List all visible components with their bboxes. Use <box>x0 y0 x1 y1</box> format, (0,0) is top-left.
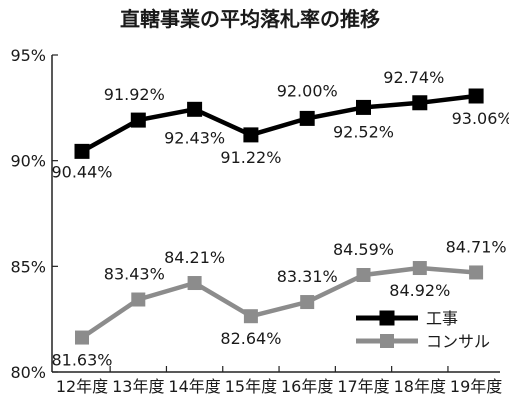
x-tick-label: 14年度 <box>168 377 220 396</box>
data-point-marker <box>299 110 315 126</box>
data-label: 92.52% <box>333 122 394 141</box>
legend-swatch-marker <box>380 334 394 348</box>
data-point-marker <box>356 99 371 115</box>
data-label: 92.43% <box>164 128 225 147</box>
data-point-marker <box>468 88 484 104</box>
y-tick-label: 90% <box>10 152 46 171</box>
data-label: 92.00% <box>277 81 338 100</box>
data-point-marker <box>412 95 428 111</box>
data-label: 92.74% <box>383 68 444 87</box>
chart-title: 直轄事業の平均落札率の推移 <box>120 7 380 31</box>
data-point-marker <box>243 309 258 324</box>
x-tick-label: 17年度 <box>337 377 389 396</box>
data-label: 84.21% <box>164 248 225 267</box>
y-tick-label: 80% <box>10 363 46 382</box>
data-point-marker <box>300 295 315 310</box>
data-point-marker <box>131 292 146 307</box>
data-point-marker <box>412 261 427 276</box>
data-point-marker <box>74 143 90 159</box>
x-tick-label: 15年度 <box>225 377 277 396</box>
data-label: 83.31% <box>277 267 338 286</box>
series-line <box>80 93 477 154</box>
data-label: 84.59% <box>333 240 394 259</box>
data-point-marker <box>356 267 371 282</box>
x-tick-label: 12年度 <box>56 377 108 396</box>
legend-label: コンサル <box>426 332 490 351</box>
legend-swatch-marker <box>379 310 395 326</box>
data-point-marker <box>130 112 146 128</box>
data-point-marker <box>469 265 484 280</box>
y-tick-label: 85% <box>10 257 46 276</box>
data-point-marker <box>75 330 89 345</box>
series-line <box>80 265 477 340</box>
data-label: 84.92% <box>389 281 450 300</box>
x-tick-label: 18年度 <box>394 377 446 396</box>
x-tick-label: 19年度 <box>450 377 502 396</box>
data-label: 81.63% <box>51 351 112 370</box>
data-point-marker <box>243 127 259 143</box>
data-label: 84.71% <box>446 237 507 256</box>
y-tick-label: 95% <box>10 46 46 65</box>
data-label: 93.06% <box>452 109 509 128</box>
legend-label: 工事 <box>426 309 458 328</box>
series-group: 90.44% 91.92% 92.43%91.22% 92.00% 92.52% 92.7… <box>51 68 509 370</box>
data-label: 91.92% <box>104 85 165 104</box>
data-point-marker <box>187 276 202 291</box>
axes: 80% 85% 90% 95% 12年度 13年度 14年度 15年度 16年度 17年度 18年度… <box>10 46 502 396</box>
data-label: 91.22% <box>220 148 281 167</box>
series-koji: 90.44% 91.92% 92.43%91.22% 92.00% 92.52% 92.7… <box>51 68 509 182</box>
x-tick-label: 16年度 <box>281 377 333 396</box>
series-consul: 81.63% 83.43%84.21% 82.64% 83.31% 84.59% 84.9… <box>51 237 506 369</box>
data-label: 83.43% <box>104 265 165 284</box>
data-point-marker <box>187 101 203 117</box>
data-label: 90.44% <box>51 162 112 181</box>
data-label: 82.64% <box>220 329 281 348</box>
x-tick-label: 13年度 <box>112 377 164 396</box>
